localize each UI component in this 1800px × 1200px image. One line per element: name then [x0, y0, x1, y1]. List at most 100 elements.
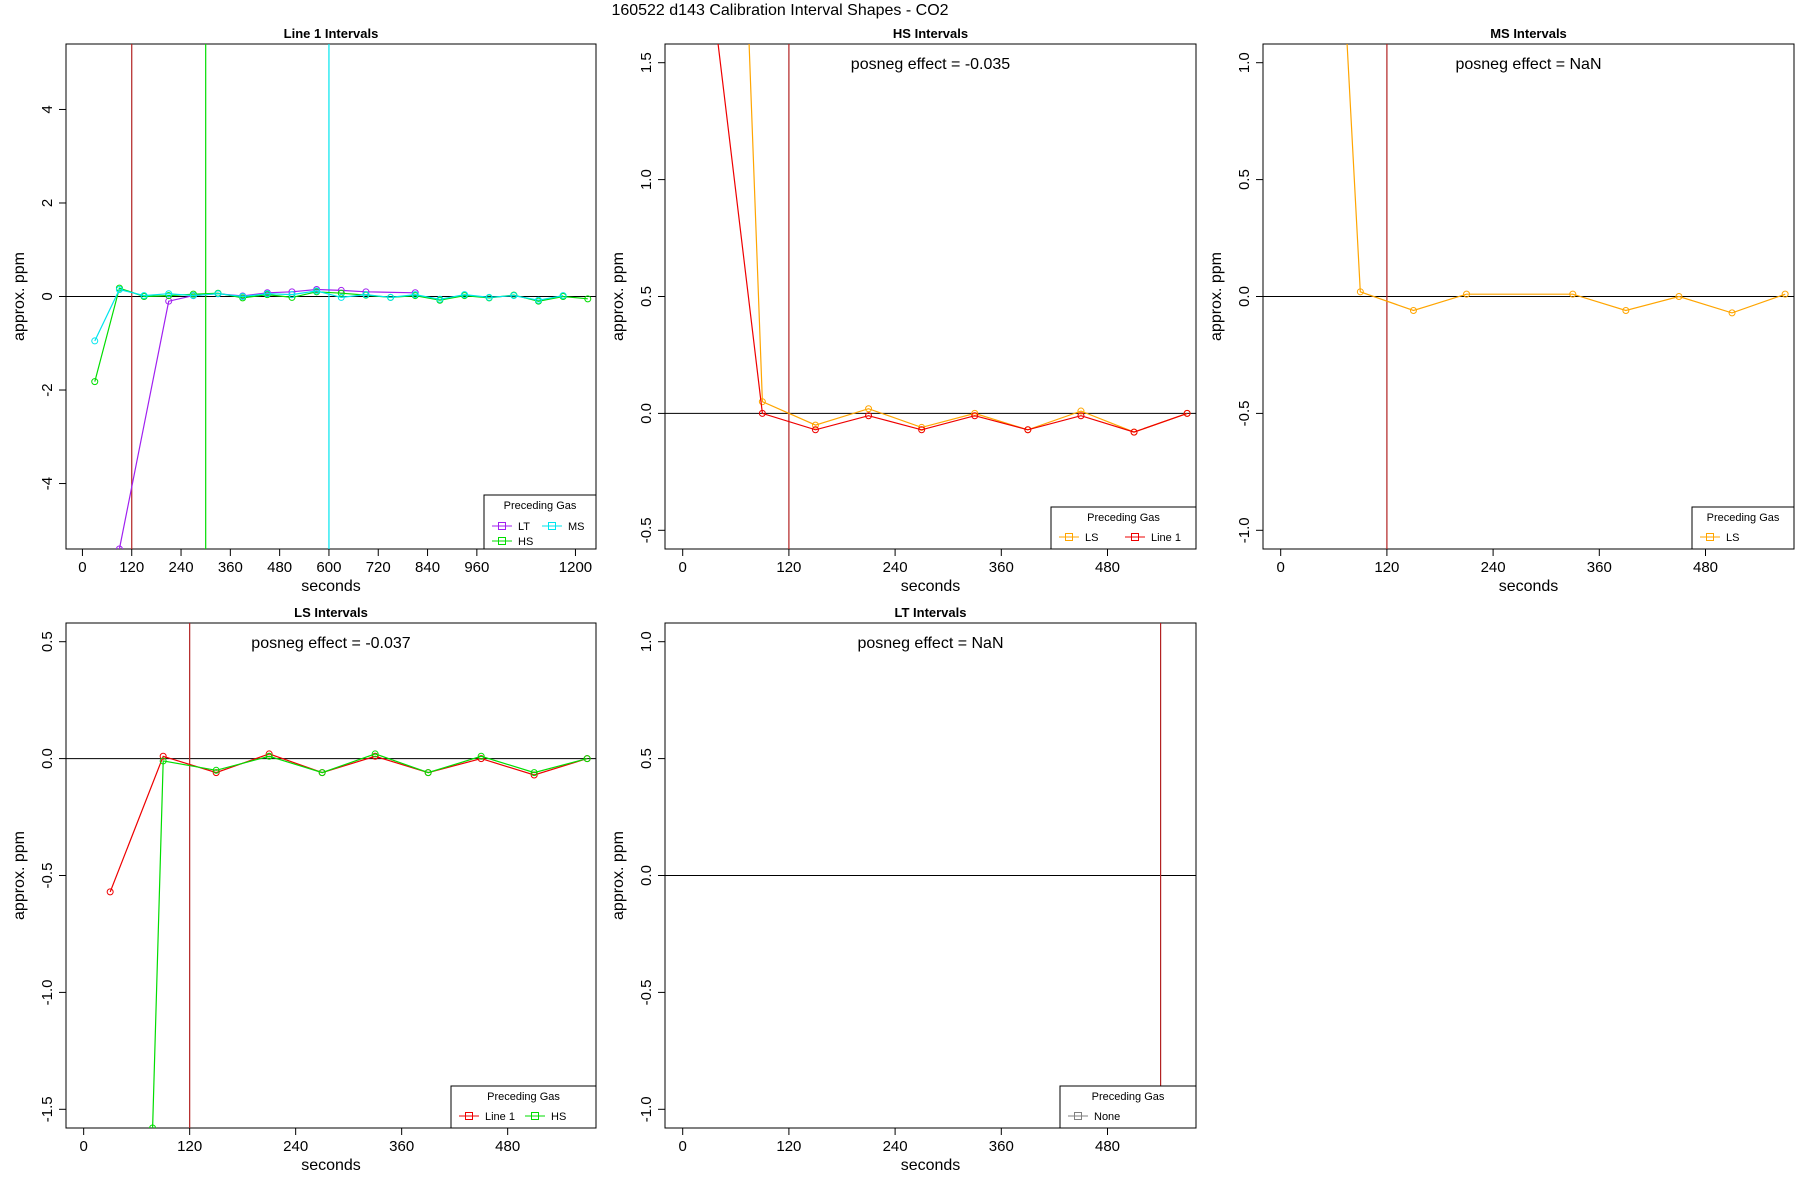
legend-box	[450, 1085, 597, 1129]
y-tick-label: 0	[39, 292, 56, 300]
legend: Preceding Gas LT HS MS	[483, 494, 597, 550]
series-ls	[748, 44, 1191, 436]
y-tick-label: -1.0	[1236, 517, 1253, 543]
y-tick-label: 0.5	[638, 286, 655, 307]
data-point	[1675, 293, 1683, 300]
panel-title: Line 1 Intervals	[284, 26, 379, 41]
data-point	[1183, 409, 1191, 417]
chart-panel-4: LS Intervals 0 120 240 360 480 -1.5 -1.0 -0.5 0.0…	[11, 605, 597, 1174]
series-ls	[1346, 44, 1789, 317]
data-point	[288, 291, 296, 299]
data-point	[239, 293, 247, 300]
data-point	[758, 409, 766, 417]
legend-label: HS	[518, 536, 533, 548]
x-tick-label: 240	[283, 1138, 308, 1155]
data-point	[1728, 309, 1736, 317]
series-line-1	[106, 750, 591, 896]
series-line	[109, 753, 588, 893]
x-tick-label: 240	[1481, 559, 1506, 576]
data-point	[918, 423, 926, 431]
legend-label: MS	[568, 521, 585, 533]
y-axis-label: approx. ppm	[610, 831, 627, 920]
series-hs	[149, 750, 591, 1128]
x-tick-label: 0	[679, 559, 687, 576]
data-point	[971, 409, 979, 417]
data-point	[436, 295, 444, 303]
data-point	[265, 752, 273, 760]
legend: Preceding Gas Line 1 HS	[450, 1085, 597, 1129]
legend-swatch-marker	[548, 522, 556, 530]
legend-label: LS	[1726, 532, 1739, 544]
panel-title: LT Intervals	[894, 605, 966, 620]
data-point	[424, 769, 432, 777]
legend-box	[1691, 506, 1795, 550]
data-point	[91, 337, 99, 345]
x-axis-label: seconds	[901, 1157, 961, 1174]
x-tick-label: 120	[177, 1138, 202, 1155]
posneg-annotation: posneg effect = -0.035	[851, 56, 1010, 73]
y-tick-label: 0.5	[1236, 169, 1253, 190]
x-tick-label: 240	[883, 1138, 908, 1155]
posneg-annotation: posneg effect = -0.037	[251, 635, 410, 652]
y-axis-label: approx. ppm	[11, 252, 28, 341]
panel-title: LS Intervals	[294, 605, 368, 620]
data-point	[477, 752, 485, 760]
legend-swatch-marker	[1065, 533, 1073, 541]
data-point	[811, 421, 819, 429]
x-tick-label: 600	[316, 559, 341, 576]
data-point	[313, 287, 321, 295]
data-point	[510, 292, 518, 300]
plot-area	[717, 44, 1191, 436]
data-point	[534, 296, 542, 304]
y-tick-label: 2	[39, 199, 56, 207]
data-point	[212, 766, 220, 774]
legend-label: LT	[518, 521, 530, 533]
data-point	[189, 292, 197, 300]
y-tick-label: -0.5	[638, 517, 655, 543]
series-ms	[91, 285, 567, 345]
panel-title: HS Intervals	[893, 26, 968, 41]
legend-swatch-marker	[498, 522, 506, 530]
y-tick-label: -0.5	[638, 979, 655, 1005]
legend-swatch-marker	[1131, 533, 1139, 541]
data-point	[115, 545, 123, 549]
data-point	[318, 769, 326, 777]
data-point	[91, 378, 99, 386]
data-point	[263, 290, 271, 298]
data-point	[411, 291, 419, 299]
data-point	[1024, 426, 1032, 434]
data-point	[1463, 290, 1471, 298]
posneg-annotation: posneg effect = NaN	[1455, 56, 1601, 73]
y-tick-label: -1.5	[39, 1096, 56, 1122]
y-axis-label: approx. ppm	[1208, 252, 1225, 341]
series-line	[748, 44, 1188, 433]
y-tick-label: -0.5	[1236, 400, 1253, 426]
legend: Preceding Gas LS Line 1	[1050, 506, 1197, 550]
data-point	[149, 1124, 157, 1128]
data-point	[212, 769, 220, 777]
x-tick-label: 120	[776, 1138, 801, 1155]
y-tick-label: 0.0	[638, 403, 655, 424]
legend-box	[1059, 1085, 1197, 1129]
legend-swatch-marker	[1074, 1112, 1082, 1120]
x-tick-label: 960	[464, 559, 489, 576]
legend-title: Preceding Gas	[487, 1091, 560, 1103]
legend-swatch-marker	[465, 1112, 473, 1120]
data-point	[159, 757, 167, 765]
series-line-1	[717, 44, 1191, 436]
data-point	[371, 752, 379, 760]
data-point	[337, 293, 345, 301]
data-point	[811, 426, 819, 434]
data-point	[1077, 407, 1085, 415]
chart-panel-3: MS Intervals 0 120 240 360 480 -1.0 -0.5 0.0 0.5 1…	[1208, 26, 1795, 595]
x-tick-label: 120	[1374, 559, 1399, 576]
data-point	[115, 285, 123, 293]
y-tick-label: 0.5	[638, 748, 655, 769]
x-tick-label: 360	[989, 559, 1014, 576]
data-point	[865, 412, 873, 420]
figure-title: 160522 d143 Calibration Interval Shapes …	[611, 2, 949, 19]
plot-frame	[664, 43, 1197, 550]
x-tick-label: 1200	[559, 559, 592, 576]
x-tick-label: 0	[1277, 559, 1285, 576]
